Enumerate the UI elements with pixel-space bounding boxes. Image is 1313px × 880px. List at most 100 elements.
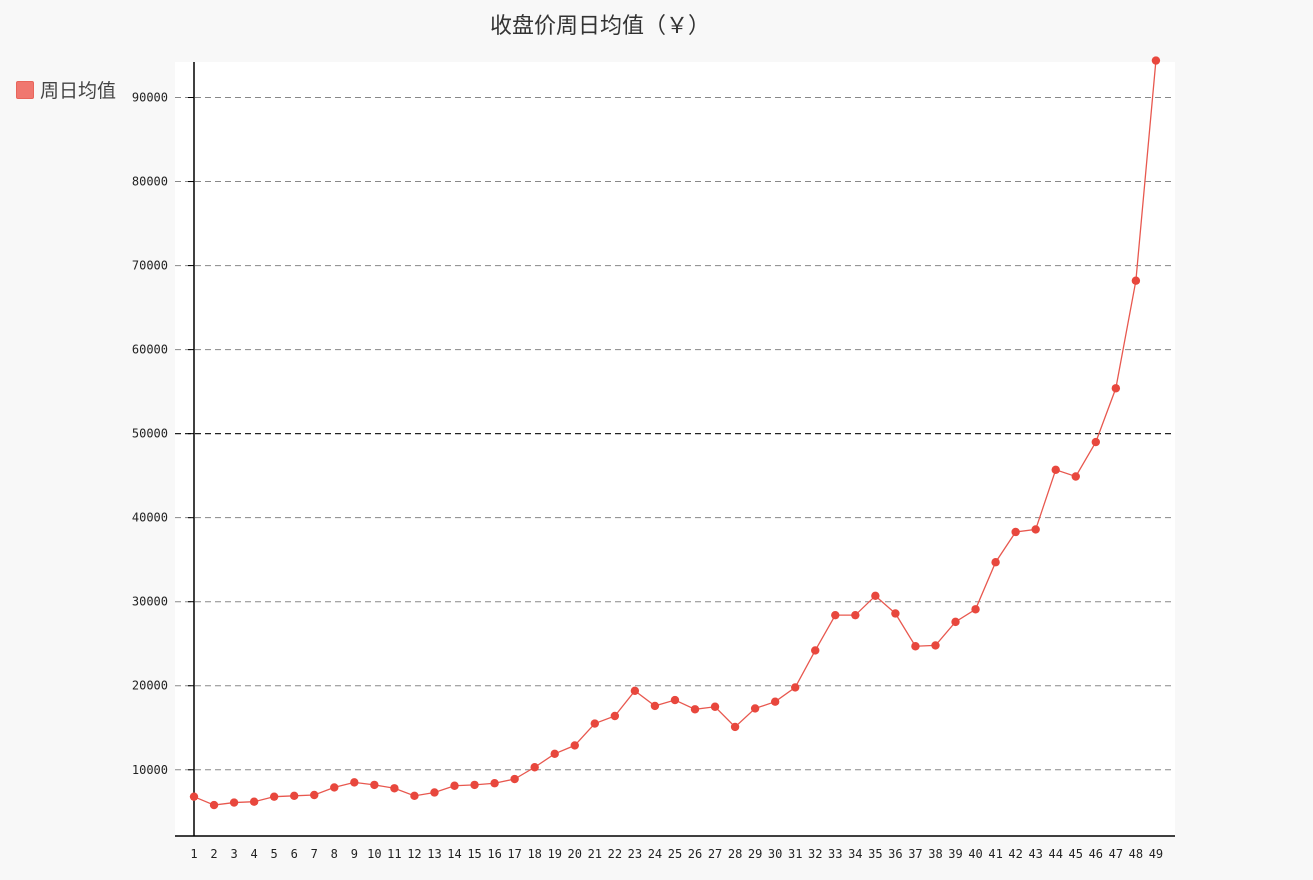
data-point	[851, 610, 860, 620]
x-tick-label: 14	[447, 847, 461, 861]
x-tick-label: 48	[1129, 847, 1143, 861]
data-point	[490, 779, 499, 788]
x-tick-label: 29	[748, 847, 762, 861]
x-tick-label: 3	[230, 847, 237, 861]
x-tick-label: 46	[1089, 847, 1103, 861]
legend-swatch	[16, 80, 34, 99]
data-point	[650, 701, 660, 711]
x-tick-label: 10	[367, 847, 381, 861]
x-tick-label: 16	[487, 847, 501, 861]
data-point	[249, 797, 259, 806]
x-tick-label: 28	[728, 847, 742, 861]
x-tick-label: 41	[988, 847, 1002, 861]
x-tick-label: 49	[1149, 847, 1163, 861]
data-point	[670, 695, 680, 705]
data-point	[610, 711, 620, 721]
data-point	[1071, 472, 1080, 481]
y-tick-label: 50000	[132, 427, 168, 441]
y-tick-label: 20000	[132, 679, 168, 693]
data-point	[550, 749, 559, 759]
plot-area	[175, 62, 1175, 836]
data-point	[991, 558, 1000, 567]
data-point	[931, 641, 940, 650]
x-tick-label: 21	[588, 847, 602, 861]
data-point	[390, 784, 399, 793]
data-point	[730, 722, 740, 732]
series-layer	[189, 56, 1161, 810]
x-tick-label: 17	[507, 847, 521, 861]
x-tick-label: 33	[828, 847, 842, 861]
x-tick-label: 18	[527, 847, 541, 861]
data-point	[1011, 527, 1020, 537]
data-point	[871, 591, 880, 601]
x-tick-label: 2	[210, 847, 217, 861]
data-point	[470, 780, 479, 790]
data-point	[330, 783, 339, 792]
data-point	[310, 790, 319, 800]
x-tick-label: 43	[1028, 847, 1042, 861]
x-tick-label: 12	[407, 847, 421, 861]
x-tick-label: 37	[908, 847, 922, 861]
data-point	[1031, 525, 1040, 534]
x-tick-label: 26	[688, 847, 702, 861]
x-tick-label: 27	[708, 847, 722, 861]
x-tick-label: 8	[331, 847, 338, 861]
data-point	[750, 704, 760, 713]
chart-title: 收盘价周日均值（￥）	[489, 14, 710, 39]
data-point	[290, 791, 299, 801]
data-point	[189, 792, 199, 801]
x-tick-label: 42	[1008, 847, 1022, 861]
y-tick-label: 10000	[132, 763, 168, 777]
x-tick-label: 23	[628, 847, 642, 861]
data-point	[510, 774, 519, 784]
legend: 周日均值	[16, 76, 116, 103]
data-point	[811, 646, 820, 655]
data-point	[570, 741, 579, 750]
data-point	[229, 798, 239, 807]
y-tick-label: 60000	[132, 343, 168, 357]
x-tick-label: 36	[888, 847, 902, 861]
x-tick-label: 40	[968, 847, 982, 861]
x-tick-label: 45	[1069, 847, 1083, 861]
data-point	[710, 702, 720, 711]
data-point	[1151, 56, 1161, 65]
x-tick-label: 35	[868, 847, 882, 861]
data-point	[370, 780, 379, 790]
data-point	[410, 791, 419, 801]
data-point	[430, 788, 439, 797]
data-point	[1091, 437, 1101, 447]
y-tick-label: 40000	[132, 511, 168, 525]
data-point	[1111, 384, 1121, 393]
x-tick-label: 22	[608, 847, 622, 861]
x-tick-label: 34	[848, 847, 862, 861]
data-point	[831, 610, 840, 620]
x-tick-label: 20	[568, 847, 582, 861]
x-tick-label: 7	[311, 847, 318, 861]
x-tick-label: 15	[467, 847, 481, 861]
data-point	[971, 605, 980, 614]
data-point	[350, 778, 359, 787]
data-point	[791, 683, 800, 692]
x-tick-labels: 1 2 3 4 5 6 7 8 9 10 11 12 13 14 15 16 17 18 19 20 21 22 23 24 2…	[190, 847, 1163, 861]
x-tick-label: 31	[788, 847, 802, 861]
data-point	[530, 763, 539, 772]
x-tick-label: 47	[1109, 847, 1123, 861]
data-point	[630, 686, 640, 695]
x-tick-label: 38	[928, 847, 942, 861]
x-tick-label: 44	[1048, 847, 1062, 861]
data-point	[951, 617, 960, 627]
data-point	[450, 781, 459, 790]
x-tick-label: 25	[668, 847, 682, 861]
data-point	[209, 800, 219, 810]
data-point	[891, 609, 900, 618]
x-tick-label: 39	[948, 847, 962, 861]
legend-label: 周日均值	[40, 80, 117, 102]
x-tick-label: 1	[190, 847, 197, 861]
x-tick-label: 13	[427, 847, 441, 861]
x-tick-label: 30	[768, 847, 782, 861]
y-tick-label: 30000	[132, 595, 168, 609]
x-tick-label: 11	[387, 847, 401, 861]
y-tick-label: 70000	[132, 259, 168, 273]
data-point	[911, 642, 920, 651]
